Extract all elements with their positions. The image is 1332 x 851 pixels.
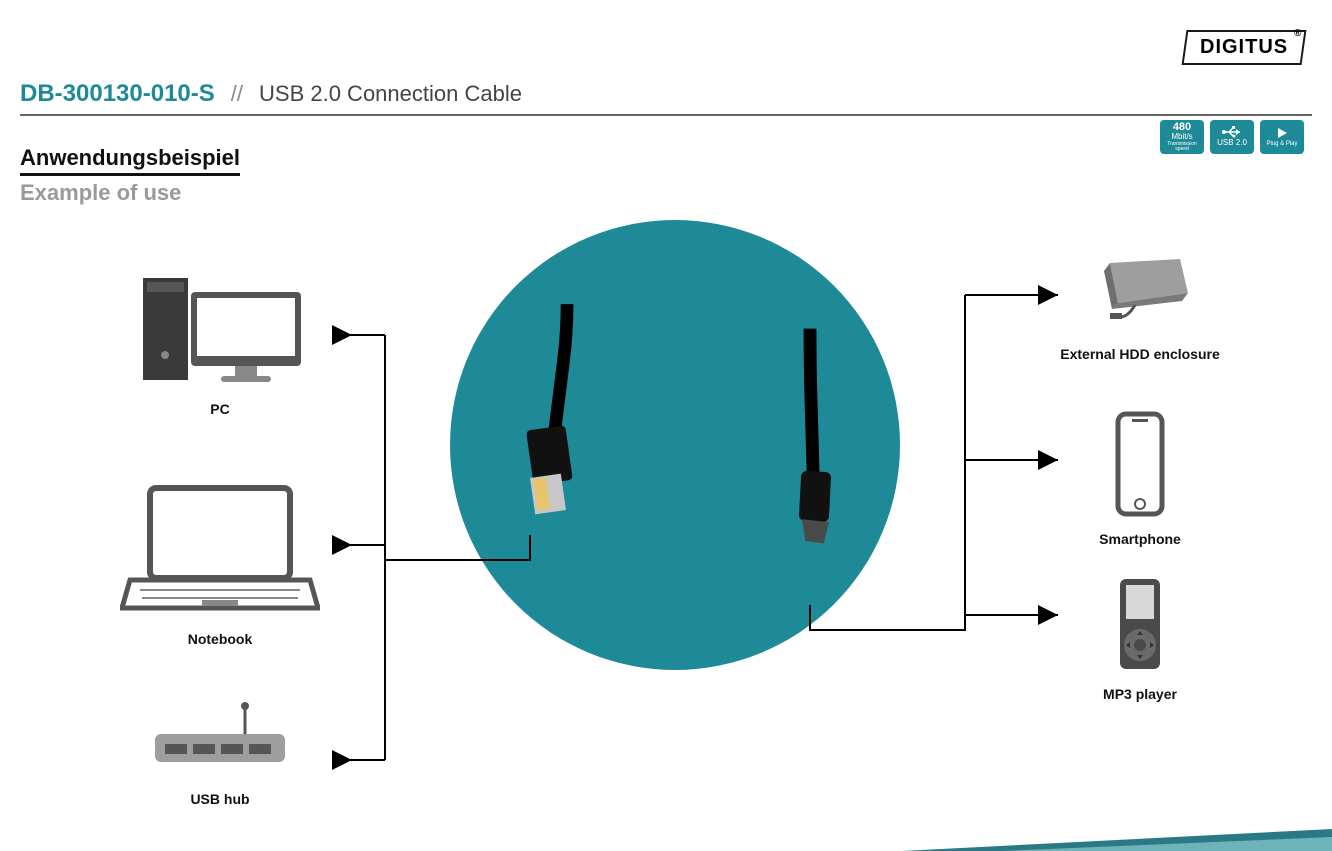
usb-a-connector-icon: [500, 260, 620, 560]
badge-plugplay: Plug & Play: [1260, 120, 1304, 154]
device-usbhub: USB hub: [120, 700, 320, 807]
device-notebook: Notebook: [120, 480, 320, 647]
section-title: Anwendungsbeispiel Example of use: [20, 145, 240, 206]
device-hdd: External HDD enclosure: [1050, 255, 1230, 362]
hdd-enclosure-icon: [1080, 255, 1200, 335]
device-mp3: MP3 player: [1050, 575, 1230, 702]
device-pc-label: PC: [120, 401, 320, 417]
feature-badges: 480 Mbit/s Transmission speed USB 2.0 Pl…: [1160, 120, 1304, 154]
device-usbhub-label: USB hub: [120, 791, 320, 807]
device-notebook-label: Notebook: [120, 631, 320, 647]
laptop-icon: [120, 480, 320, 620]
device-pc: PC: [120, 270, 320, 417]
device-hdd-label: External HDD enclosure: [1050, 346, 1230, 362]
registered-mark: ®: [1294, 28, 1302, 39]
separator: //: [231, 81, 243, 107]
badge-usb20: USB 2.0: [1210, 120, 1254, 154]
title-row: DB-300130-010-S // USB 2.0 Connection Ca…: [20, 80, 1312, 116]
footer-wedge-light: [1002, 837, 1332, 851]
play-icon: [1275, 126, 1289, 140]
usb-hub-icon: [135, 700, 305, 780]
smartphone-icon: [1100, 410, 1180, 520]
brand-text: DIGITUS: [1200, 36, 1288, 59]
usb-trident-icon: [1221, 126, 1243, 138]
sku: DB-300130-010-S: [20, 80, 215, 108]
device-smartphone: Smartphone: [1050, 410, 1230, 547]
device-mp3-label: MP3 player: [1050, 686, 1230, 702]
usb-mini-b-connector-icon: [760, 280, 860, 620]
product-name: USB 2.0 Connection Cable: [259, 81, 522, 107]
mp3-player-icon: [1100, 575, 1180, 675]
section-title-de: Anwendungsbeispiel: [20, 145, 240, 176]
section-title-en: Example of use: [20, 180, 240, 206]
badge-speed: 480 Mbit/s Transmission speed: [1160, 120, 1204, 154]
brand-logo: DIGITUS ®: [1181, 30, 1306, 65]
pc-icon: [135, 270, 305, 390]
device-phone-label: Smartphone: [1050, 531, 1230, 547]
